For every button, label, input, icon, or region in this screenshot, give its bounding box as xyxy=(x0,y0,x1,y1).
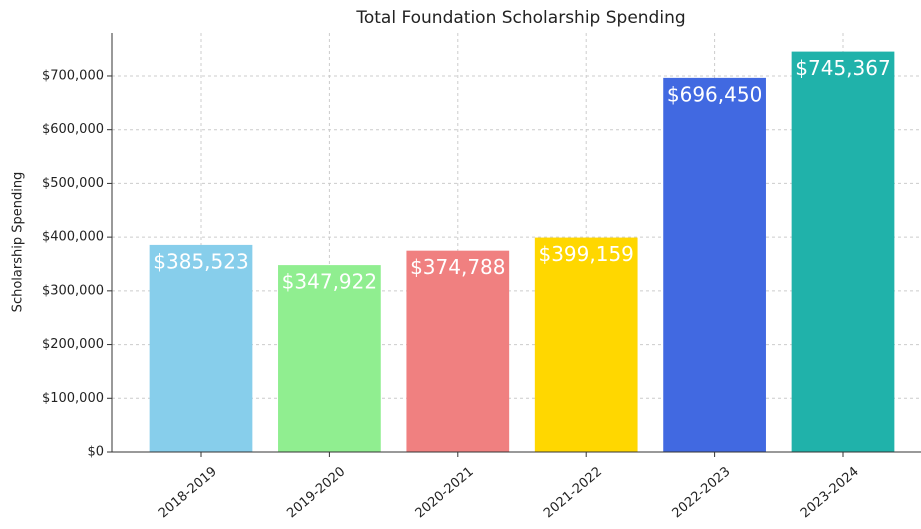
y-axis-label: Scholarship Spending xyxy=(11,172,26,313)
chart-title: Total Foundation Scholarship Spending xyxy=(355,8,685,28)
y-tick-label: $0 xyxy=(87,445,104,460)
bar xyxy=(534,237,638,452)
y-tick-label: $100,000 xyxy=(42,391,104,406)
bar xyxy=(149,244,253,452)
bar xyxy=(663,77,766,452)
value-label: $399,159 xyxy=(538,242,633,266)
y-tick-label: $200,000 xyxy=(42,337,104,352)
bar xyxy=(406,250,510,452)
value-label: $745,367 xyxy=(795,56,890,80)
value-label: $374,788 xyxy=(410,255,505,279)
value-label: $385,523 xyxy=(153,249,248,273)
y-tick-label: $600,000 xyxy=(42,122,104,137)
x-tick-label: 2021-2022 xyxy=(541,464,605,521)
y-tick-label: $700,000 xyxy=(42,68,104,83)
x-tick-label: 2018-2019 xyxy=(156,464,220,521)
x-tick-label: 2020-2021 xyxy=(413,464,477,521)
x-tick-label: 2022-2023 xyxy=(669,464,733,521)
bar xyxy=(278,265,381,452)
y-tick-label: $400,000 xyxy=(42,230,104,245)
x-tick-label: 2019-2020 xyxy=(284,464,348,521)
y-tick-label: $500,000 xyxy=(42,176,104,191)
bar xyxy=(791,51,895,453)
x-tick-label: 2023-2024 xyxy=(798,464,862,521)
y-tick-label: $300,000 xyxy=(42,283,104,298)
value-label: $347,922 xyxy=(282,270,377,294)
value-label: $696,450 xyxy=(667,82,762,106)
